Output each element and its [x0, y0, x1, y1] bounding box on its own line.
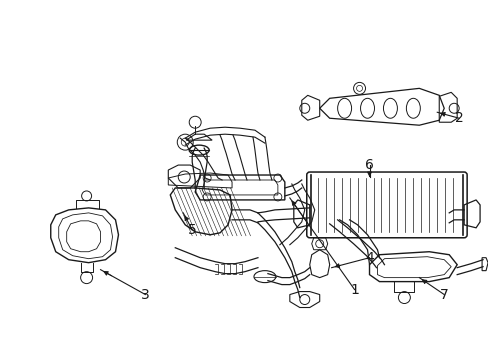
Text: 6: 6: [365, 158, 373, 172]
Text: 3: 3: [141, 288, 149, 302]
Text: 7: 7: [439, 288, 447, 302]
Text: 4: 4: [365, 251, 373, 265]
Text: 1: 1: [349, 283, 358, 297]
Text: 2: 2: [454, 111, 463, 125]
Text: 5: 5: [187, 223, 196, 237]
